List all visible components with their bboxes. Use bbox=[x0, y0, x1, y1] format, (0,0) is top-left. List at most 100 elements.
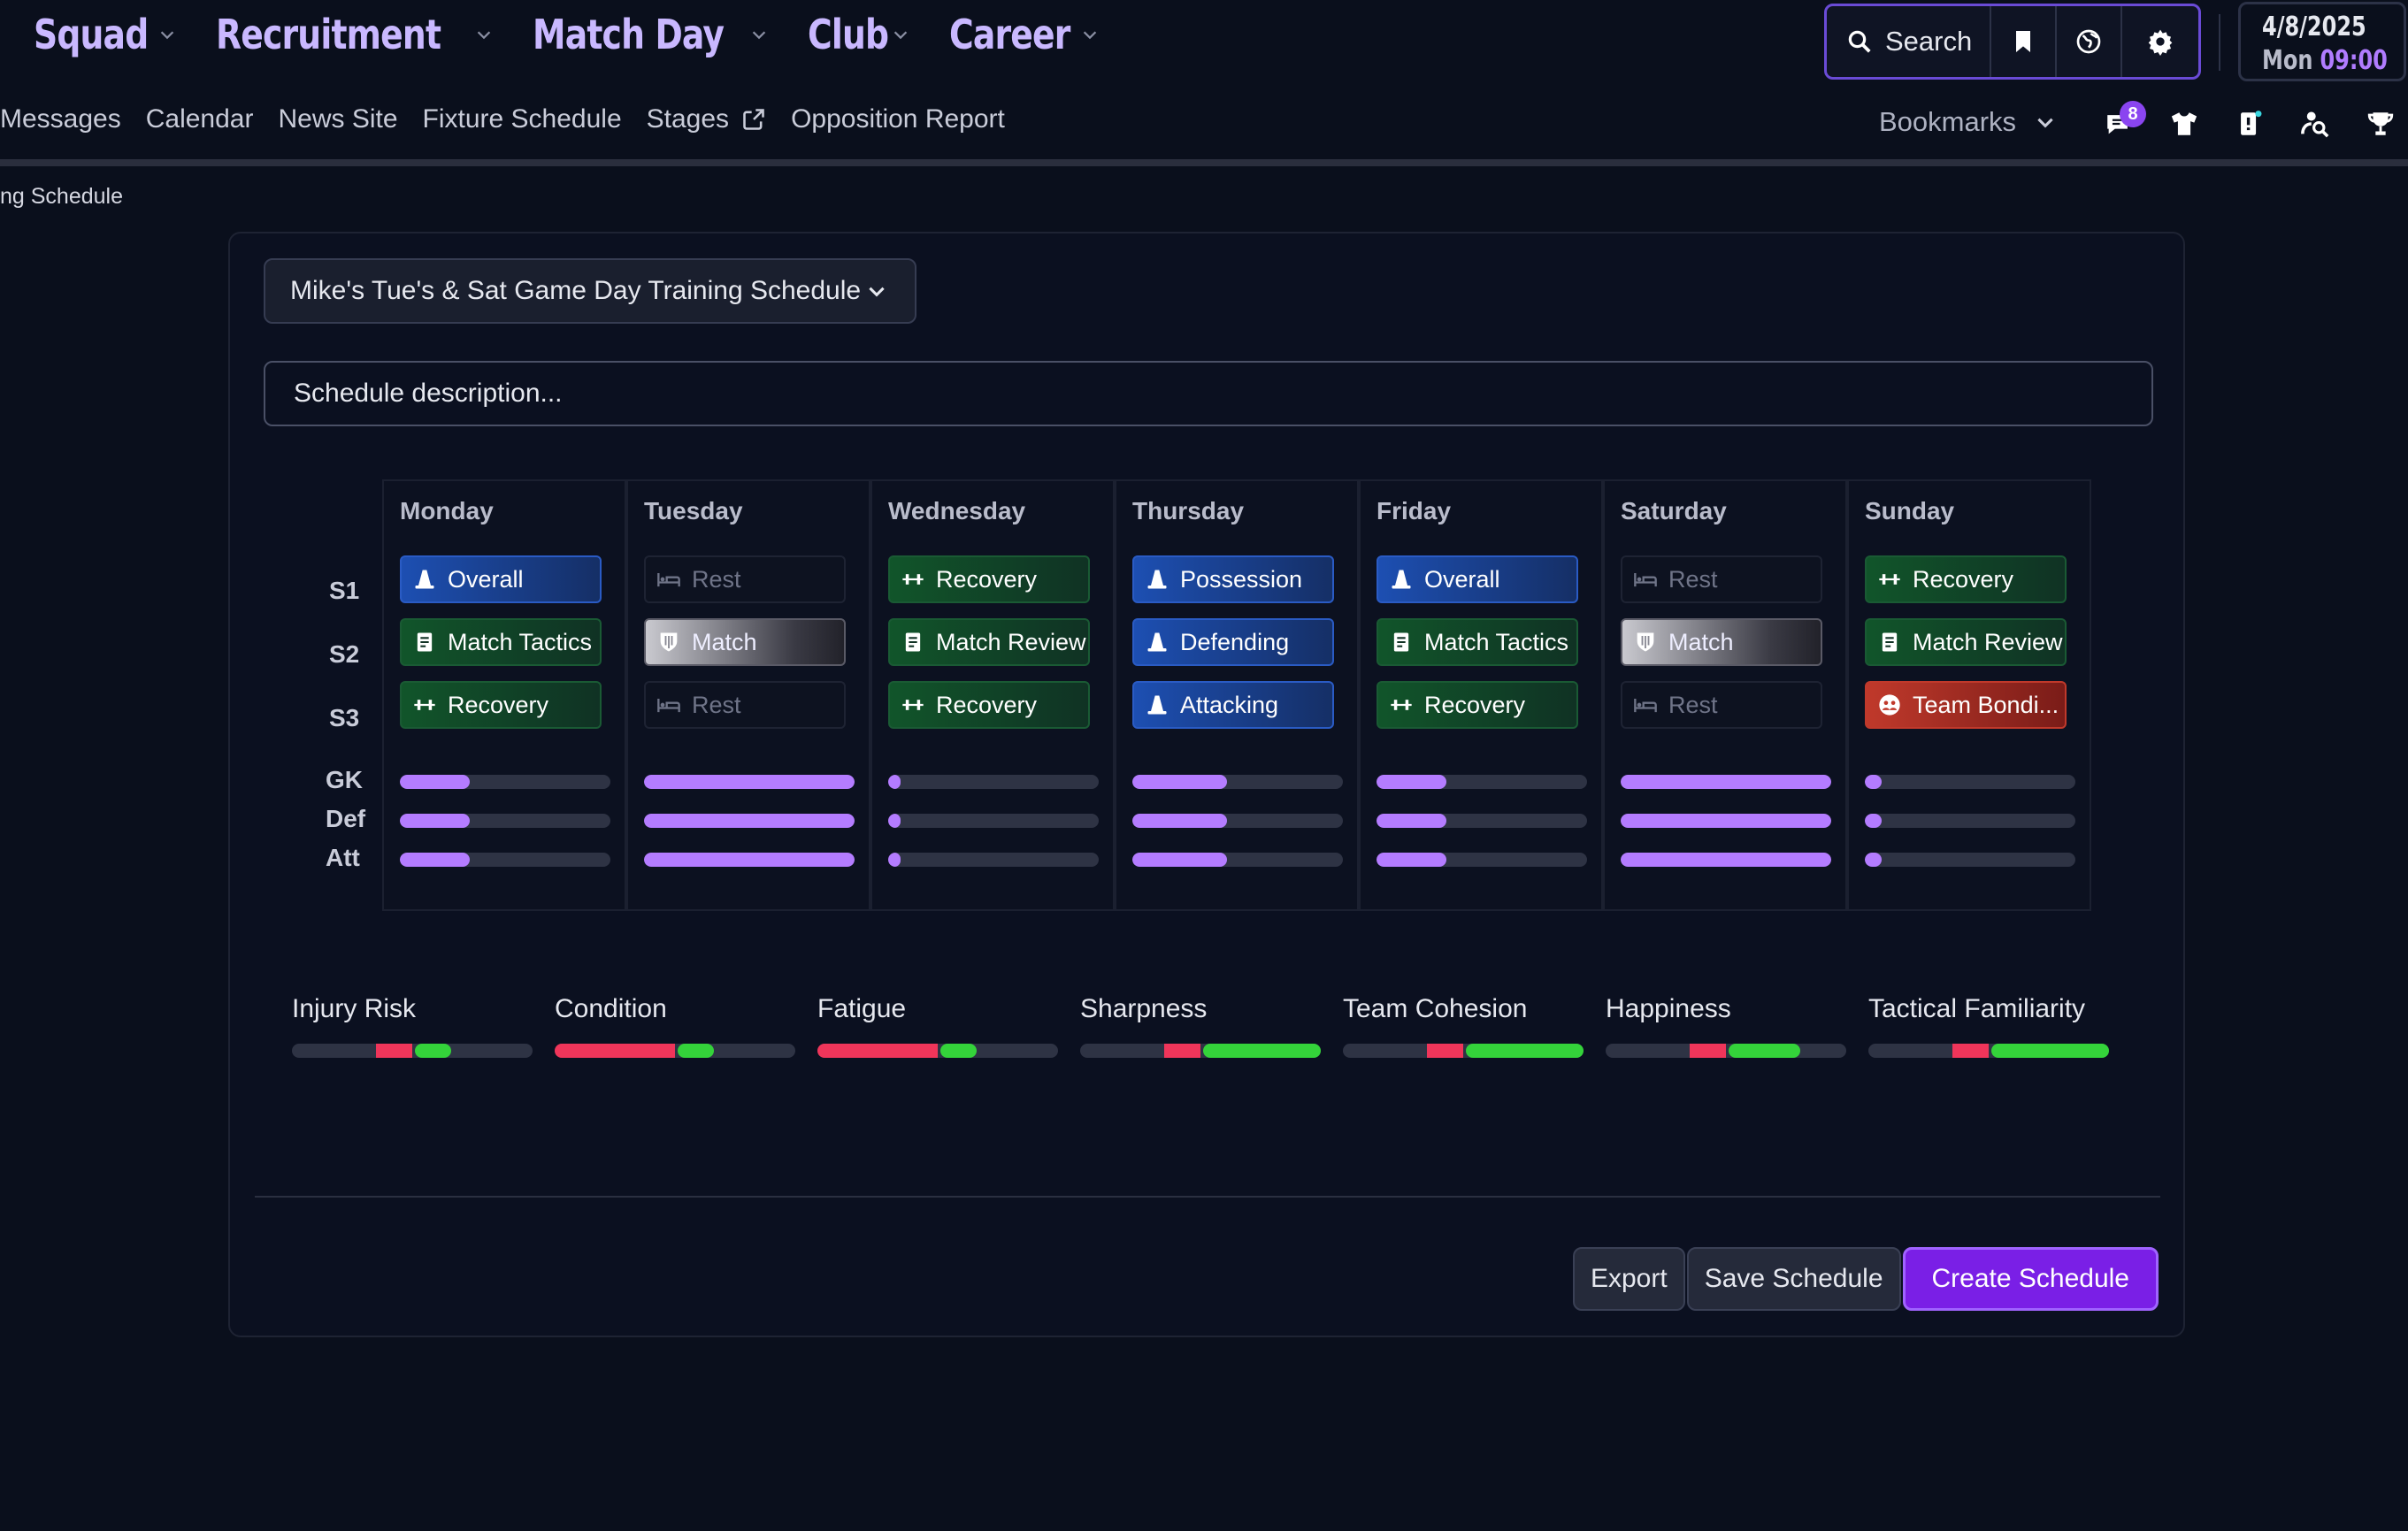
bed-icon bbox=[1633, 693, 1668, 717]
metric-team-cohesion: Team Cohesion bbox=[1343, 994, 1584, 1058]
load-bar-fill bbox=[888, 814, 901, 828]
schedule-description-input[interactable] bbox=[264, 361, 2153, 426]
export-button[interactable]: Export bbox=[1572, 1247, 1685, 1311]
session-slot-s1[interactable]: Overall bbox=[400, 555, 602, 603]
trophy-icon bbox=[2367, 112, 2394, 135]
dumbbell-icon bbox=[412, 693, 448, 717]
load-bar-gk bbox=[1132, 775, 1343, 789]
subnav-calendar[interactable]: Calendar bbox=[145, 104, 254, 134]
scouting-button[interactable] bbox=[2282, 101, 2348, 147]
session-slot-s2[interactable]: Defending bbox=[1132, 618, 1334, 666]
document-icon bbox=[901, 630, 936, 655]
menu-recruitment[interactable]: Recruitment bbox=[216, 11, 494, 58]
notifications-button[interactable] bbox=[2217, 101, 2282, 147]
subnav-stages[interactable]: Stages bbox=[647, 104, 766, 134]
menu-squad[interactable]: Squad bbox=[34, 11, 177, 58]
session-slot-s1[interactable]: Recovery bbox=[888, 555, 1090, 603]
load-bar-fill bbox=[888, 853, 901, 867]
session-slot-s3[interactable]: Recovery bbox=[888, 681, 1090, 729]
metric-label: Fatigue bbox=[817, 994, 907, 1023]
game-date-clock[interactable]: 4/8/2025 Mon 09:00 bbox=[2238, 2, 2406, 81]
metric-bar-positive bbox=[677, 1044, 714, 1058]
session-slot-s2[interactable]: Match Tactics bbox=[400, 618, 602, 666]
session-slot-s3[interactable]: Rest bbox=[1621, 681, 1822, 729]
save-schedule-button[interactable]: Save Schedule bbox=[1686, 1247, 1901, 1311]
session-slot-s2[interactable]: Match Review bbox=[1865, 618, 2067, 666]
load-bar-gk bbox=[888, 775, 1099, 789]
load-bar-gk bbox=[1621, 775, 1831, 789]
cone-icon bbox=[412, 567, 448, 592]
metric-bar-positive bbox=[1465, 1044, 1584, 1058]
metric-bar bbox=[817, 1044, 1058, 1058]
search-button[interactable]: Search bbox=[1827, 6, 1992, 77]
load-bar-att bbox=[1621, 853, 1831, 867]
menu-club[interactable]: Club bbox=[808, 11, 909, 58]
session-slot-s1[interactable]: Possession bbox=[1132, 555, 1334, 603]
load-bar-att bbox=[1132, 853, 1343, 867]
day-column-thursday: Thursday Possession Defending Attacking bbox=[1115, 479, 1359, 911]
load-bar-fill bbox=[1132, 853, 1228, 867]
subnav-opposition-report[interactable]: Opposition Report bbox=[791, 104, 1005, 134]
session-label: Rest bbox=[1668, 691, 1718, 718]
session-slot-s3[interactable]: Attacking bbox=[1132, 681, 1334, 729]
day-name: Thursday bbox=[1132, 497, 1245, 524]
main-menu: Squad Recruitment Match Day Club Career bbox=[34, 11, 1139, 58]
session-slot-s2[interactable]: Match bbox=[1621, 618, 1822, 666]
dumbbell-icon bbox=[901, 567, 936, 592]
session-slot-s3[interactable]: Recovery bbox=[1377, 681, 1578, 729]
row-label-s3: S3 bbox=[329, 704, 360, 731]
create-schedule-button[interactable]: Create Schedule bbox=[1902, 1247, 2159, 1311]
metric-bar-positive bbox=[939, 1044, 977, 1058]
load-bar-fill bbox=[644, 775, 855, 789]
subnav-news-site[interactable]: News Site bbox=[278, 104, 398, 134]
messages-button[interactable]: 8 bbox=[2086, 101, 2151, 147]
session-label: Match bbox=[692, 628, 757, 655]
shield-icon bbox=[656, 630, 692, 655]
document-icon bbox=[412, 630, 448, 655]
session-label: Recovery bbox=[936, 691, 1038, 718]
kit-button[interactable] bbox=[2151, 101, 2217, 147]
metric-fatigue: Fatigue bbox=[817, 994, 1058, 1058]
people-icon bbox=[1877, 693, 1913, 717]
metric-bar-negative bbox=[555, 1044, 675, 1058]
load-bar-fill bbox=[400, 775, 470, 789]
cone-icon bbox=[1389, 567, 1424, 592]
menu-career[interactable]: Career bbox=[949, 11, 1100, 58]
metric-bar bbox=[1606, 1044, 1846, 1058]
session-slot-s2[interactable]: Match Tactics bbox=[1377, 618, 1578, 666]
world-button[interactable] bbox=[2057, 6, 2123, 77]
session-slot-s2[interactable]: Match bbox=[644, 618, 846, 666]
day-column-sunday: Sunday Recovery Match Review Team Bondi... bbox=[1847, 479, 2091, 911]
session-slot-s1[interactable]: Rest bbox=[1621, 555, 1822, 603]
toolbar-group: Search bbox=[1824, 4, 2201, 80]
dumbbell-icon bbox=[1877, 567, 1913, 592]
session-slot-s1[interactable]: Rest bbox=[644, 555, 846, 603]
bed-icon bbox=[1633, 567, 1668, 592]
session-label: Overall bbox=[1424, 565, 1500, 593]
metric-bar-negative bbox=[376, 1044, 412, 1058]
row-label-s2: S2 bbox=[329, 640, 360, 668]
subnav-messages[interactable]: Messages bbox=[0, 104, 121, 134]
metric-bar-positive bbox=[1990, 1044, 2109, 1058]
menu-label: Squad bbox=[34, 11, 149, 58]
menu-match-day[interactable]: Match Day bbox=[533, 11, 770, 58]
bookmark-button[interactable] bbox=[1991, 6, 2058, 77]
bookmarks-dropdown[interactable]: Bookmarks bbox=[1879, 106, 2057, 138]
globe-icon bbox=[2076, 29, 2101, 54]
session-slot-s3[interactable]: Team Bondi... bbox=[1865, 681, 2067, 729]
settings-button[interactable] bbox=[2122, 6, 2198, 77]
trophies-button[interactable] bbox=[2348, 101, 2408, 147]
session-slot-s1[interactable]: Overall bbox=[1377, 555, 1578, 603]
subnav-fixture-schedule[interactable]: Fixture Schedule bbox=[422, 104, 622, 134]
row-label-s1: S1 bbox=[329, 577, 360, 604]
load-bar-fill bbox=[1865, 814, 1883, 828]
session-slot-s3[interactable]: Recovery bbox=[400, 681, 602, 729]
chevron-down-icon bbox=[1083, 31, 1097, 40]
day-name: Monday bbox=[400, 497, 494, 524]
search-icon bbox=[1848, 30, 1871, 53]
session-slot-s2[interactable]: Match Review bbox=[888, 618, 1090, 666]
schedule-selector[interactable]: Mike's Tue's & Sat Game Day Training Sch… bbox=[264, 258, 916, 324]
session-slot-s3[interactable]: Rest bbox=[644, 681, 846, 729]
session-slot-s1[interactable]: Recovery bbox=[1865, 555, 2067, 603]
load-bar-fill bbox=[644, 814, 855, 828]
